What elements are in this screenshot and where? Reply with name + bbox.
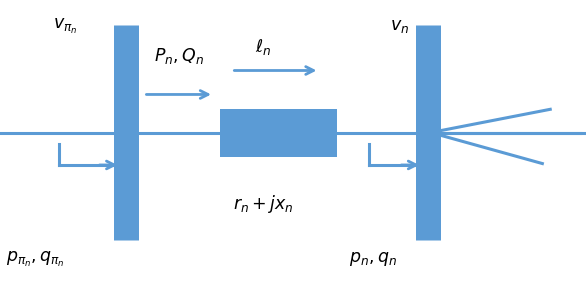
- Bar: [220, 109, 337, 157]
- Text: $v_{\pi_n}$: $v_{\pi_n}$: [53, 17, 77, 36]
- Text: $P_n, Q_n$: $P_n, Q_n$: [154, 47, 204, 66]
- Text: $p_n, q_n$: $p_n, q_n$: [349, 250, 397, 268]
- Text: $\ell_n$: $\ell_n$: [255, 37, 271, 56]
- Text: $p_{\pi_n}, q_{\pi_n}$: $p_{\pi_n}, q_{\pi_n}$: [6, 250, 64, 269]
- Text: $r_n + jx_n$: $r_n + jx_n$: [233, 193, 294, 215]
- Text: $v_n$: $v_n$: [390, 18, 409, 35]
